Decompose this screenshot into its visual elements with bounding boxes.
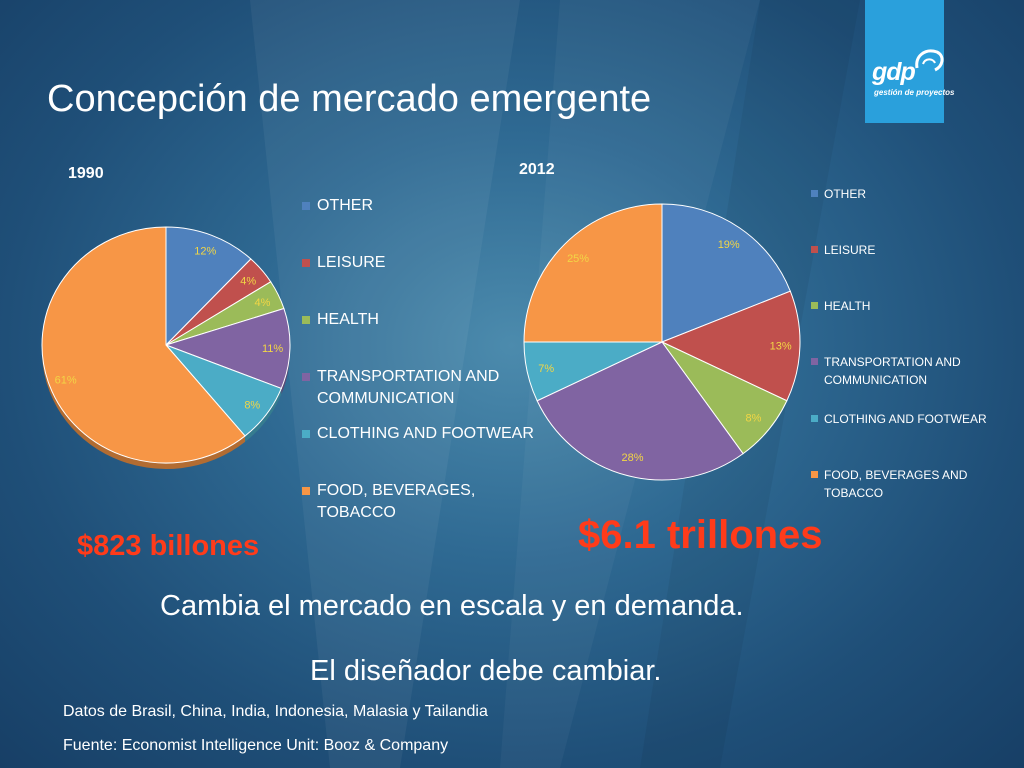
pie-data-label: 11% (262, 343, 283, 355)
legend-item-clothing: CLOTHING AND FOOTWEAR (302, 423, 534, 445)
data-note: Datos de Brasil, China, India, Indonesia… (63, 703, 488, 720)
company-logo: gdp gestión de proyectos (865, 0, 954, 123)
pie-data-label: 61% (55, 374, 77, 386)
legend-item-other: OTHER (302, 195, 373, 217)
legend-swatch (302, 430, 310, 438)
legend-label: OTHER (824, 187, 866, 201)
pie-slice-other (165, 226, 252, 347)
pie-data-label: 28% (621, 452, 643, 464)
tagline-designer-change: El diseñador debe cambiar. (310, 655, 662, 687)
slide-title: Concepción de mercado emergente (47, 78, 652, 120)
pie-data-label: 13% (770, 341, 792, 353)
pie-data-label: 4% (255, 297, 271, 309)
logo-word: gdp (872, 58, 916, 86)
legend-swatch (302, 259, 310, 267)
legend-item-food: FOOD, BEVERAGES, TOBACCO (302, 480, 542, 524)
legend-item-transportation: TRANSPORTATION AND COMMUNICATION (811, 353, 1011, 389)
legend-item-transportation: TRANSPORTATION AND COMMUNICATION (302, 366, 542, 410)
legend-item-food: FOOD, BEVERAGES AND TOBACCO (811, 466, 1011, 502)
legend-label: CLOTHING AND FOOTWEAR (824, 412, 987, 426)
legend-item-leisure: LEISURE (302, 252, 385, 274)
legend-label: OTHER (317, 197, 373, 214)
total-2012: $6.1 trillones (578, 513, 823, 557)
legend-label: LEISURE (824, 243, 876, 257)
legend-swatch (302, 487, 310, 495)
legend-item-other: OTHER (811, 185, 866, 203)
pie-slice-transportation-and-communication (536, 341, 744, 481)
legend-label: HEALTH (824, 299, 871, 313)
pie-slice-transportation-and-communication (164, 307, 291, 390)
pie-slice-food-beverages-and-tobacco (523, 203, 663, 343)
tagline-market-change: Cambia el mercado en escala y en demanda… (160, 590, 744, 622)
pie-data-label: 8% (745, 413, 761, 425)
legend-swatch (302, 316, 310, 324)
pie-slice-side (281, 345, 290, 395)
chart-1990-title: 1990 (68, 165, 104, 182)
legend-item-leisure: LEISURE (811, 241, 875, 259)
pie-data-label: 4% (240, 275, 256, 287)
pie-data-label: 7% (538, 363, 554, 375)
legend-item-clothing: CLOTHING AND FOOTWEAR (811, 410, 987, 428)
chart-2012-title: 2012 (519, 161, 555, 178)
legend-label: TRANSPORTATION AND COMMUNICATION (317, 368, 500, 407)
legend-label: HEALTH (317, 311, 379, 328)
legend-item-health: HEALTH (811, 297, 870, 315)
legend-swatch (302, 202, 310, 210)
legend-item-health: HEALTH (302, 309, 379, 331)
legend-swatch (811, 246, 818, 253)
legend-label: LEISURE (317, 254, 386, 271)
pie-data-label: 12% (194, 246, 216, 258)
pie-data-label: 25% (567, 253, 589, 265)
pie-data-label: 8% (244, 400, 260, 412)
pie-slice-leisure (660, 290, 801, 402)
logo-swirl-icon (915, 49, 944, 72)
legend-label: TRANSPORTATION AND COMMUNICATION (824, 355, 961, 387)
pie-slice-other (661, 203, 791, 343)
pie-data-label: 19% (718, 239, 740, 251)
legend-swatch (811, 415, 818, 422)
legend-swatch (811, 471, 818, 478)
total-1990: $823 billones (77, 530, 260, 562)
pie-slice-food-beverages-tobacco (41, 226, 246, 464)
legend-swatch (811, 302, 818, 309)
legend-label: CLOTHING AND FOOTWEAR (317, 425, 534, 442)
legend-swatch (302, 373, 310, 381)
legend-label: FOOD, BEVERAGES AND TOBACCO (824, 468, 968, 500)
legend-swatch (811, 190, 818, 197)
legend-swatch (811, 358, 818, 365)
source-note: Fuente: Economist Intelligence Unit: Boo… (63, 737, 449, 754)
legend-label: FOOD, BEVERAGES, TOBACCO (317, 482, 476, 521)
logo-subtitle: gestión de proyectos (874, 88, 955, 97)
